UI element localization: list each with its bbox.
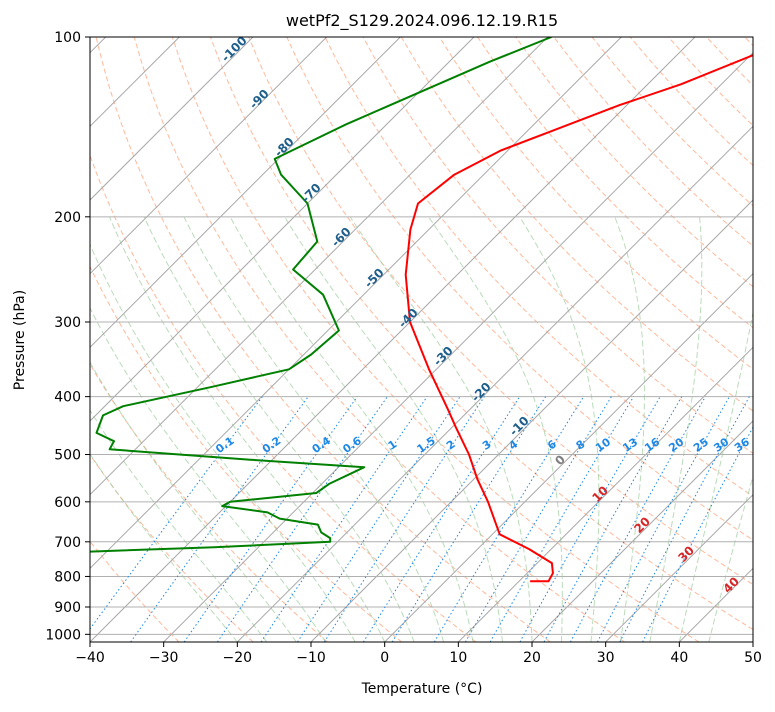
y-tick-label: 500 — [54, 448, 81, 464]
x-tick-label: −40 — [75, 650, 105, 666]
y-axis-label: Pressure (hPa) — [12, 290, 28, 390]
x-tick-label: −30 — [149, 650, 179, 666]
y-tick-label: 400 — [54, 390, 81, 406]
y-tick-label: 800 — [54, 569, 81, 585]
chart-title: wetPf2_S129.2024.096.12.19.R15 — [286, 11, 558, 31]
y-tick-label: 1000 — [45, 627, 81, 643]
x-tick-label: 10 — [449, 650, 467, 666]
y-tick-label: 100 — [54, 30, 81, 46]
x-tick-label: 40 — [670, 650, 688, 666]
x-tick-label: 0 — [380, 650, 389, 666]
y-tick-label: 300 — [54, 315, 81, 331]
y-tick-label: 700 — [54, 535, 81, 551]
y-tick-label: 600 — [54, 495, 81, 511]
x-axis-label: Temperature (°C) — [361, 681, 483, 697]
x-tick-label: 30 — [597, 650, 615, 666]
x-tick-label: −20 — [223, 650, 253, 666]
y-tick-label: 900 — [54, 600, 81, 616]
x-tick-label: −10 — [296, 650, 326, 666]
x-tick-label: 20 — [523, 650, 541, 666]
y-tick-label: 200 — [54, 210, 81, 226]
x-tick-label: 50 — [744, 650, 762, 666]
